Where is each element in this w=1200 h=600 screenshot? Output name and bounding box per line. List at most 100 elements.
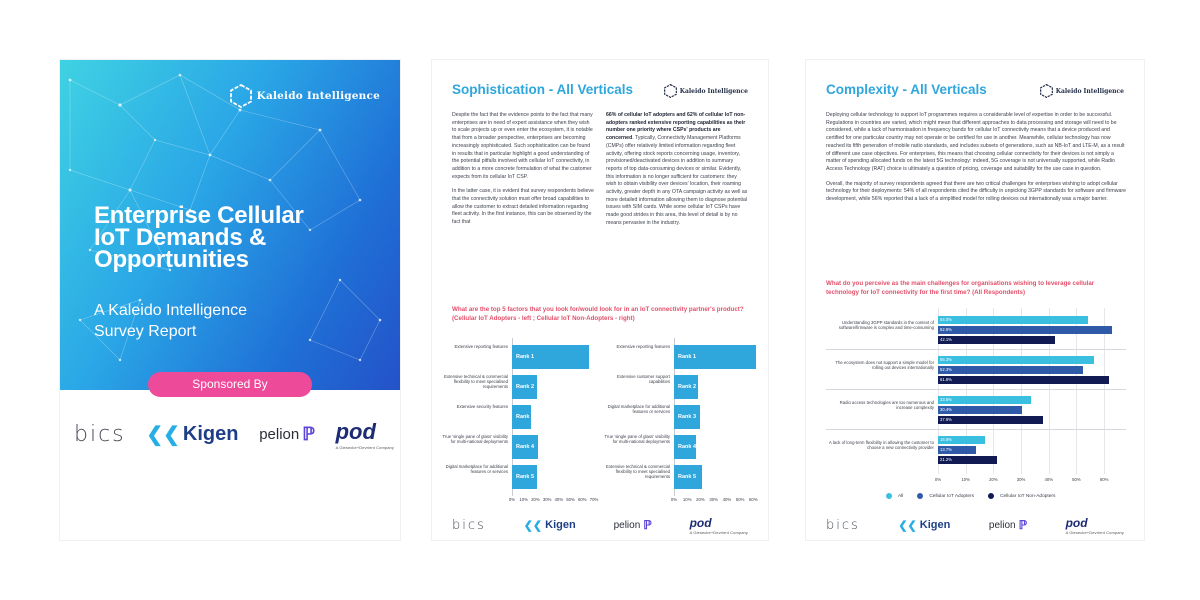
body-text: Deploying cellular technology to support…	[826, 112, 1126, 211]
rank-label: Rank 5	[678, 474, 697, 480]
challenges-chart: 0% 10% 20% 30% 40% 50% 60% Understanding 3GPP s…	[826, 308, 1126, 508]
rank-label: Rank 5	[516, 474, 535, 480]
axis-tick-label: 30%	[1016, 477, 1026, 482]
series-bar: 16.9%	[938, 436, 985, 444]
sophistication-page: Sophistication - All Verticals Kaleido I…	[432, 60, 768, 540]
kaleido-hexagon-icon	[663, 84, 677, 98]
bar-value-label: 54.0%	[940, 317, 952, 322]
rank-bar: Rank 3	[512, 405, 534, 429]
cover-title: Enterprise Cellular IoT Demands & Opport…	[94, 202, 384, 273]
rank-bar: Rank 4	[674, 435, 697, 459]
kigen-chevron-icon: ❮❮	[146, 423, 180, 446]
gridline	[1104, 308, 1106, 474]
rank-label: Rank 4	[678, 444, 697, 450]
legend-swatch	[886, 493, 892, 499]
bar-value-label: 52.3%	[940, 367, 952, 372]
legend-label: Cellular IoT Adopters	[929, 493, 975, 499]
axis-tick-label: 50%	[1072, 477, 1081, 482]
axis-tick-label: 10%	[961, 477, 970, 482]
bar-value-label: 56.3%	[940, 357, 952, 362]
rank-bar: Rank 4	[512, 435, 538, 459]
pelion-mark-icon: ℙ	[1018, 518, 1028, 532]
pod-wordmark: pod	[689, 515, 712, 530]
body-paragraph: . Typically, Connectivity Management Pla…	[606, 135, 748, 226]
gridline	[1048, 308, 1050, 474]
axis-tick-label: 30%	[542, 497, 552, 502]
axis-tick-label: 40%	[722, 497, 732, 502]
pod-wordmark: pod	[1065, 515, 1088, 530]
axis-tick-label: 10%	[682, 497, 692, 502]
pelion-mark-icon: ℙ	[302, 423, 315, 444]
axis-tick-label: 20%	[531, 497, 540, 502]
highlight-statistic: 66% of cellular IoT adopters and 62% of …	[606, 112, 746, 142]
axis-tick-label: 70%	[589, 497, 599, 502]
gridline	[993, 308, 995, 474]
category-label: Radio access technologies are too numero…	[839, 400, 934, 411]
series-bar: 52.3%	[938, 366, 1083, 374]
kigen-wordmark: Kigen	[919, 519, 951, 531]
bar-value-label: 16.9%	[940, 437, 952, 442]
axis-tick-label: 60%	[749, 497, 758, 502]
kaleido-brand-name: Kaleido Intelligence	[679, 87, 748, 95]
rank-label: Rank 3	[678, 414, 697, 420]
body-paragraph: Deploying cellular technology to support…	[826, 112, 1125, 172]
pod-group-logo: pod A Giesecke+Devrient Company	[690, 516, 748, 535]
axis-tick-label: 50%	[735, 497, 745, 502]
axis-tick-label: 60%	[1099, 477, 1109, 482]
category-label: True 'single pane of glass' visibility f…	[604, 434, 671, 445]
pod-tagline: A Giesecke+Devrient Company	[1065, 529, 1124, 535]
category-label: Digital marketplace for additional featu…	[607, 404, 670, 415]
pod-group-logo: pod A Giesecke+Devrient Company	[336, 419, 394, 450]
cover-subtitle-line: A Kaleido Intelligence	[94, 302, 247, 319]
kigen-wordmark: Kigen	[182, 422, 239, 445]
legend-item: All	[886, 493, 903, 499]
legend-label: Cellular IoT Non-Adopters	[1000, 493, 1056, 499]
gridline	[1021, 308, 1023, 474]
sponsor-footer: bics ❮❮ Kigen pelion ℙ pod A Giesecke+De…	[452, 515, 748, 535]
legend-swatch	[988, 493, 995, 499]
rank-label: Rank 4	[516, 444, 535, 450]
group-separator	[826, 349, 1126, 350]
axis-tick-label: 20%	[696, 497, 705, 502]
chart-legend: All Cellular IoT Adopters Cellular IoT Non…	[886, 493, 1055, 499]
legend-swatch	[917, 493, 924, 499]
rank-label: Rank 1	[678, 354, 697, 360]
rank-bar: Rank 1	[674, 345, 756, 369]
bar-value-label: 42.1%	[940, 337, 952, 342]
cover-title-line: Opportunities	[94, 246, 249, 273]
axis-tick-label: 60%	[577, 497, 587, 502]
category-label: Extensive technical & commercial flexibi…	[605, 464, 670, 480]
series-bar: 54.0%	[938, 316, 1088, 324]
body-paragraph: Overall, the majority of survey responde…	[826, 180, 1126, 203]
cover-title-line: IoT Demands &	[94, 224, 267, 251]
category-label: A lack of long-term flexibility in allow…	[828, 440, 934, 451]
pelion-logo: pelion ℙ	[614, 518, 652, 532]
bics-logo: bics	[74, 421, 126, 447]
kaleido-logo: Kaleido Intelligence	[1039, 84, 1124, 98]
rank-bar: Rank 2	[512, 375, 537, 399]
survey-question: What are the top 5 factors that you look…	[452, 306, 744, 322]
rank-label: Rank 2	[678, 384, 697, 390]
kaleido-hexagon-icon	[1039, 84, 1053, 98]
series-bar: 33.6%	[938, 396, 1032, 404]
report-cover: Kaleido Intelligence Enterprise Cellular…	[60, 60, 400, 540]
complexity-page: Complexity - All Verticals Kaleido Intel…	[806, 60, 1144, 540]
bar-value-label: 61.8%	[940, 377, 952, 382]
body-paragraph: Despite the fact that the evidence point…	[452, 112, 593, 180]
kigen-logo: ❮❮ Kigen	[524, 519, 576, 532]
axis-tick-label: 30%	[709, 497, 718, 502]
kigen-wordmark: Kigen	[545, 519, 576, 531]
sponsor-footer: bics ❮❮ Kigen pelion ℙ pod A Giesecke+De…	[826, 515, 1124, 535]
kaleido-logo: Kaleido Intelligence	[229, 84, 380, 108]
cover-title-line: Enterprise Cellular	[94, 202, 304, 229]
category-label: Understanding 3GPP standards in the cont…	[838, 320, 934, 331]
group-separator	[826, 389, 1126, 390]
series-bar: 13.7%	[938, 446, 976, 454]
cover-gradient-background: Kaleido Intelligence Enterprise Cellular…	[60, 60, 400, 390]
series-bar: 21.2%	[938, 456, 997, 464]
category-label: Extensive reporting features	[616, 344, 670, 349]
rank-bar: Rank 5	[674, 465, 702, 489]
non-adopters-rank-chart: Extensive reporting features Rank 1 Extens…	[602, 338, 762, 508]
axis-tick-label: 40%	[554, 497, 564, 502]
